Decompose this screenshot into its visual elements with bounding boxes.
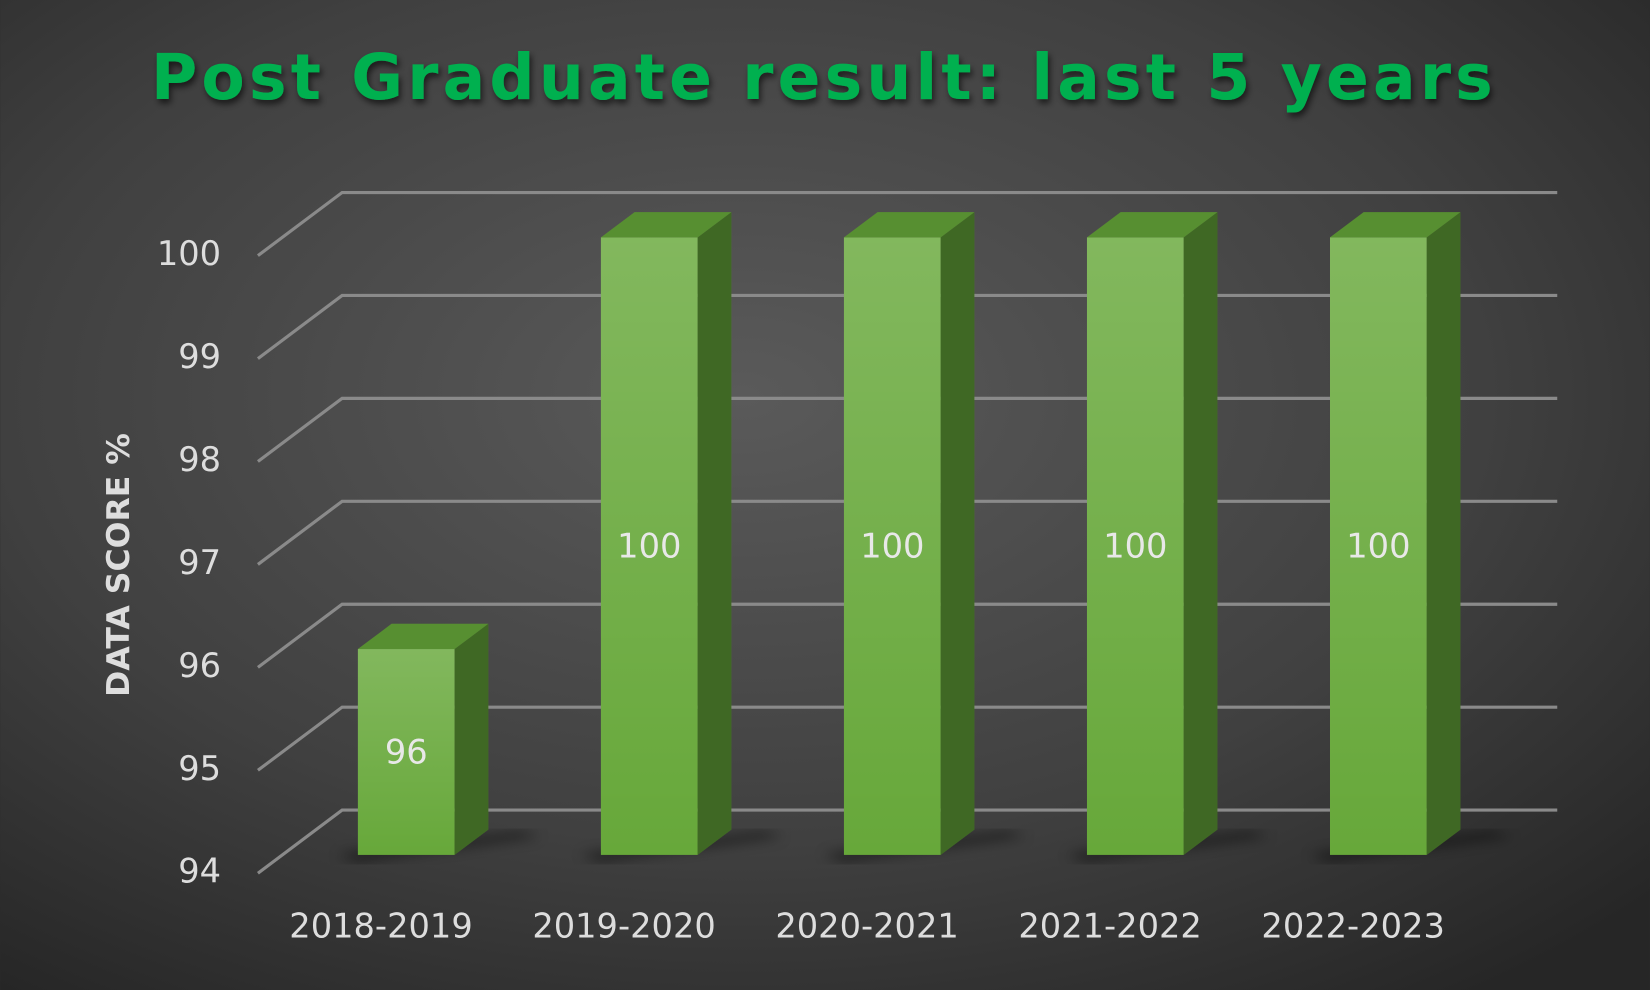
y-tick-label: 99 (178, 337, 221, 376)
bar-side-shade (1426, 212, 1461, 855)
y-tick-label: 98 (178, 440, 221, 479)
bar-side (1183, 212, 1218, 855)
bar-side-shade (454, 623, 489, 855)
bar-top-shade (357, 623, 489, 650)
x-tick-label: 2019-2020 (532, 906, 715, 945)
bar-highlight (1329, 237, 1427, 855)
bar-highlight (357, 649, 455, 855)
bar-side (940, 212, 975, 855)
bar-top (1086, 212, 1218, 238)
bar-top-shade (600, 212, 732, 238)
x-tick-label: 2018-2019 (289, 906, 472, 945)
y-tick-label: 100 (157, 234, 221, 273)
bar-top (357, 623, 489, 650)
y-tick-label: 97 (178, 543, 221, 582)
bar-side (454, 623, 489, 855)
bar-top-shade (1086, 212, 1218, 238)
bar-side-shade (697, 212, 732, 855)
y-tick-label: 94 (178, 852, 221, 891)
chart-title: Post Graduate result: last 5 years (151, 40, 1497, 114)
y-tick-label: 95 (178, 749, 221, 788)
data-label: 100 (1346, 527, 1410, 566)
x-tick-label: 2020-2021 (775, 906, 958, 945)
bar-top (843, 212, 975, 238)
y-axis-label: DATA SCORE % (101, 433, 137, 697)
x-tick-label: 2021-2022 (1018, 906, 1201, 945)
bar-side (1426, 212, 1461, 855)
bar-side-shade (1183, 212, 1218, 855)
bar-top-shade (1329, 212, 1461, 238)
data-label: 100 (860, 527, 924, 566)
x-tick-label: 2022-2023 (1261, 906, 1444, 945)
bar-highlight (1086, 237, 1184, 855)
data-label: 96 (385, 733, 428, 772)
bar-top (600, 212, 732, 238)
grid-line (256, 190, 1558, 257)
bar-highlight (843, 237, 941, 855)
data-label: 100 (617, 527, 681, 566)
y-tick-label: 96 (178, 646, 221, 685)
bar-side-shade (940, 212, 975, 855)
data-label: 100 (1103, 527, 1167, 566)
bar-top (1329, 212, 1461, 238)
bar-top-shade (843, 212, 975, 238)
bar-highlight (600, 237, 698, 855)
bar-side (697, 212, 732, 855)
